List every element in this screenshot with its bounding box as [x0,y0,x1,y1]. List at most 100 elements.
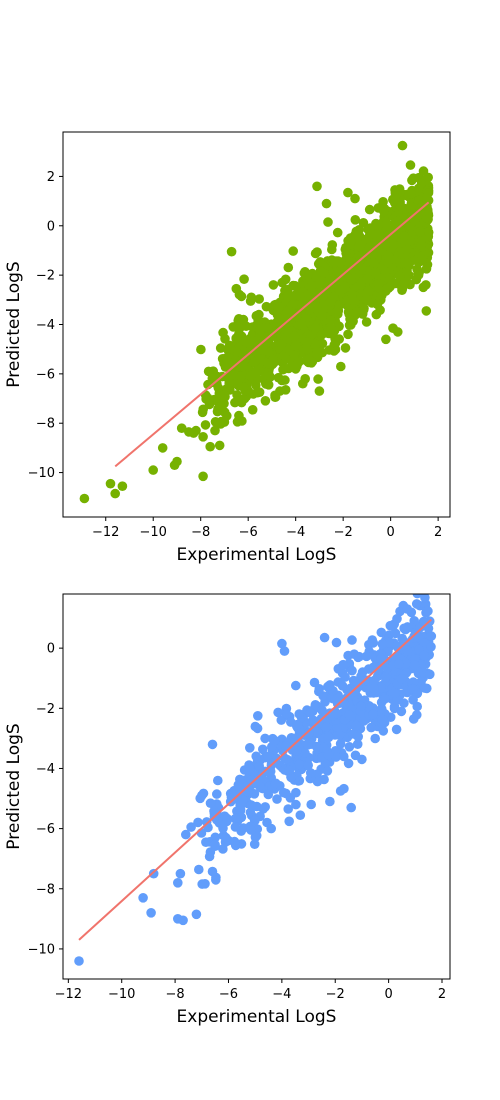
bottom-x-tick-label: −6 [219,987,238,1002]
top-cloud-point [255,324,266,335]
bottom-cloud-point [252,723,263,734]
bottom-cloud-point [235,774,245,785]
top-cloud-point [306,281,317,291]
bottom-cloud-point [340,672,350,682]
bottom-cloud-point [420,594,430,603]
top-cloud-point [263,358,273,369]
top-cloud-point [280,274,291,285]
bottom-data-point [402,604,413,614]
bottom-y-tick-label: 0 [47,642,55,657]
top-y-ticks: −10 −8 −6 −4 −2 0 2 [28,170,63,481]
top-cloud-point [392,216,403,227]
bottom-cloud-point [246,825,256,835]
top-cloud-point [386,279,397,290]
bottom-cloud-point [409,633,419,643]
bottom-cloud-point [348,675,359,686]
top-x-ticks: −12 −10 −8 −6 −4 −2 0 2 [92,517,442,540]
bottom-cloud-point [364,639,374,650]
top-cloud-point [367,298,377,308]
top-x-tick-label: −2 [334,525,353,540]
top-cloud-point [347,289,358,300]
bottom-cloud-point [254,761,264,771]
bottom-cloud-point [291,799,301,810]
bottom-data-point [181,829,191,840]
top-y-tick-label: −2 [36,269,55,284]
top-data-point [245,296,256,306]
top-cloud-point [332,227,343,238]
bottom-cloud-point [376,653,386,664]
bottom-data-point [245,763,255,774]
bottom-cloud-point [291,680,301,691]
bottom-fit-line-layer [78,618,432,941]
bottom-cloud-point [334,730,345,740]
top-cloud-point [310,338,320,349]
bottom-cloud-point [412,594,423,599]
top-cloud-point [335,285,345,296]
bottom-cloud-point [201,837,211,847]
bottom-cloud-point [311,727,321,737]
bottom-cloud-point [194,864,204,875]
top-cloud-point [284,306,294,316]
top-cloud-point [239,274,249,285]
top-cloud-point [255,354,265,364]
top-cloud-point [423,227,434,237]
bottom-cloud-point [294,759,305,770]
bottom-cloud-point [370,733,381,744]
bottom-cloud-point [331,637,342,648]
top-data-point [210,425,220,436]
top-cloud-point [299,268,310,278]
top-cloud-point [390,191,401,202]
top-data-point [321,198,332,209]
bottom-cloud-point [273,707,283,718]
top-cloud-point [240,337,250,347]
top-cloud-point [399,278,410,288]
bottom-y-ticks: −10 −8 −6 −4 −2 0 [28,642,63,957]
top-cloud-point [423,188,434,198]
top-cloud-point [348,316,358,327]
top-data-point [236,371,246,382]
top-y-tick-label: −8 [36,417,55,432]
top-cloud-point [246,371,256,381]
top-cloud-point [409,215,420,225]
bottom-y-tick-label: −2 [36,702,55,717]
bottom-cloud-point [337,681,348,691]
top-cloud-point [343,329,353,340]
bottom-x-ticks: −12 −10 −8 −6 −4 −2 0 2 [55,979,446,1002]
bottom-data-point [277,638,287,649]
top-cloud-point [351,307,362,318]
bottom-cloud-point [402,645,413,656]
bottom-cloud-point [330,694,341,705]
bottom-cloud-point [366,722,377,733]
top-cloud-point [417,254,428,265]
top-data-point [336,361,346,372]
bottom-x-tick-label: −4 [272,987,291,1002]
top-fit-line [114,201,430,468]
bottom-cloud-point [272,794,282,804]
top-data-point [312,349,322,359]
bottom-cloud-point [368,709,378,720]
top-data-point [314,386,325,396]
bottom-data-point [221,832,231,843]
top-cloud-point [254,294,264,304]
bottom-cloud-point [347,665,357,676]
top-cloud-point [358,305,369,315]
top-cloud-point [221,352,232,363]
top-x-tick-label: −4 [286,525,305,540]
bottom-cloud-point [222,813,232,824]
bottom-cloud-point [229,836,240,847]
top-data-point [350,193,360,204]
top-cloud-point [316,329,327,340]
bottom-cloud-point [201,817,212,827]
bottom-cloud-point [258,744,268,755]
bottom-cloud-point [373,664,383,675]
bottom-data-point [325,796,335,807]
bottom-data-point [74,956,84,966]
bottom-cloud-point [230,813,241,824]
bottom-cloud-point [419,683,430,693]
bottom-cloud-point [303,740,313,750]
bottom-cloud-point [305,707,316,718]
top-cloud-point [418,166,429,176]
bottom-cloud-point [282,754,293,765]
top-cloud-point [231,333,241,343]
bottom-cloud-point [322,766,333,776]
